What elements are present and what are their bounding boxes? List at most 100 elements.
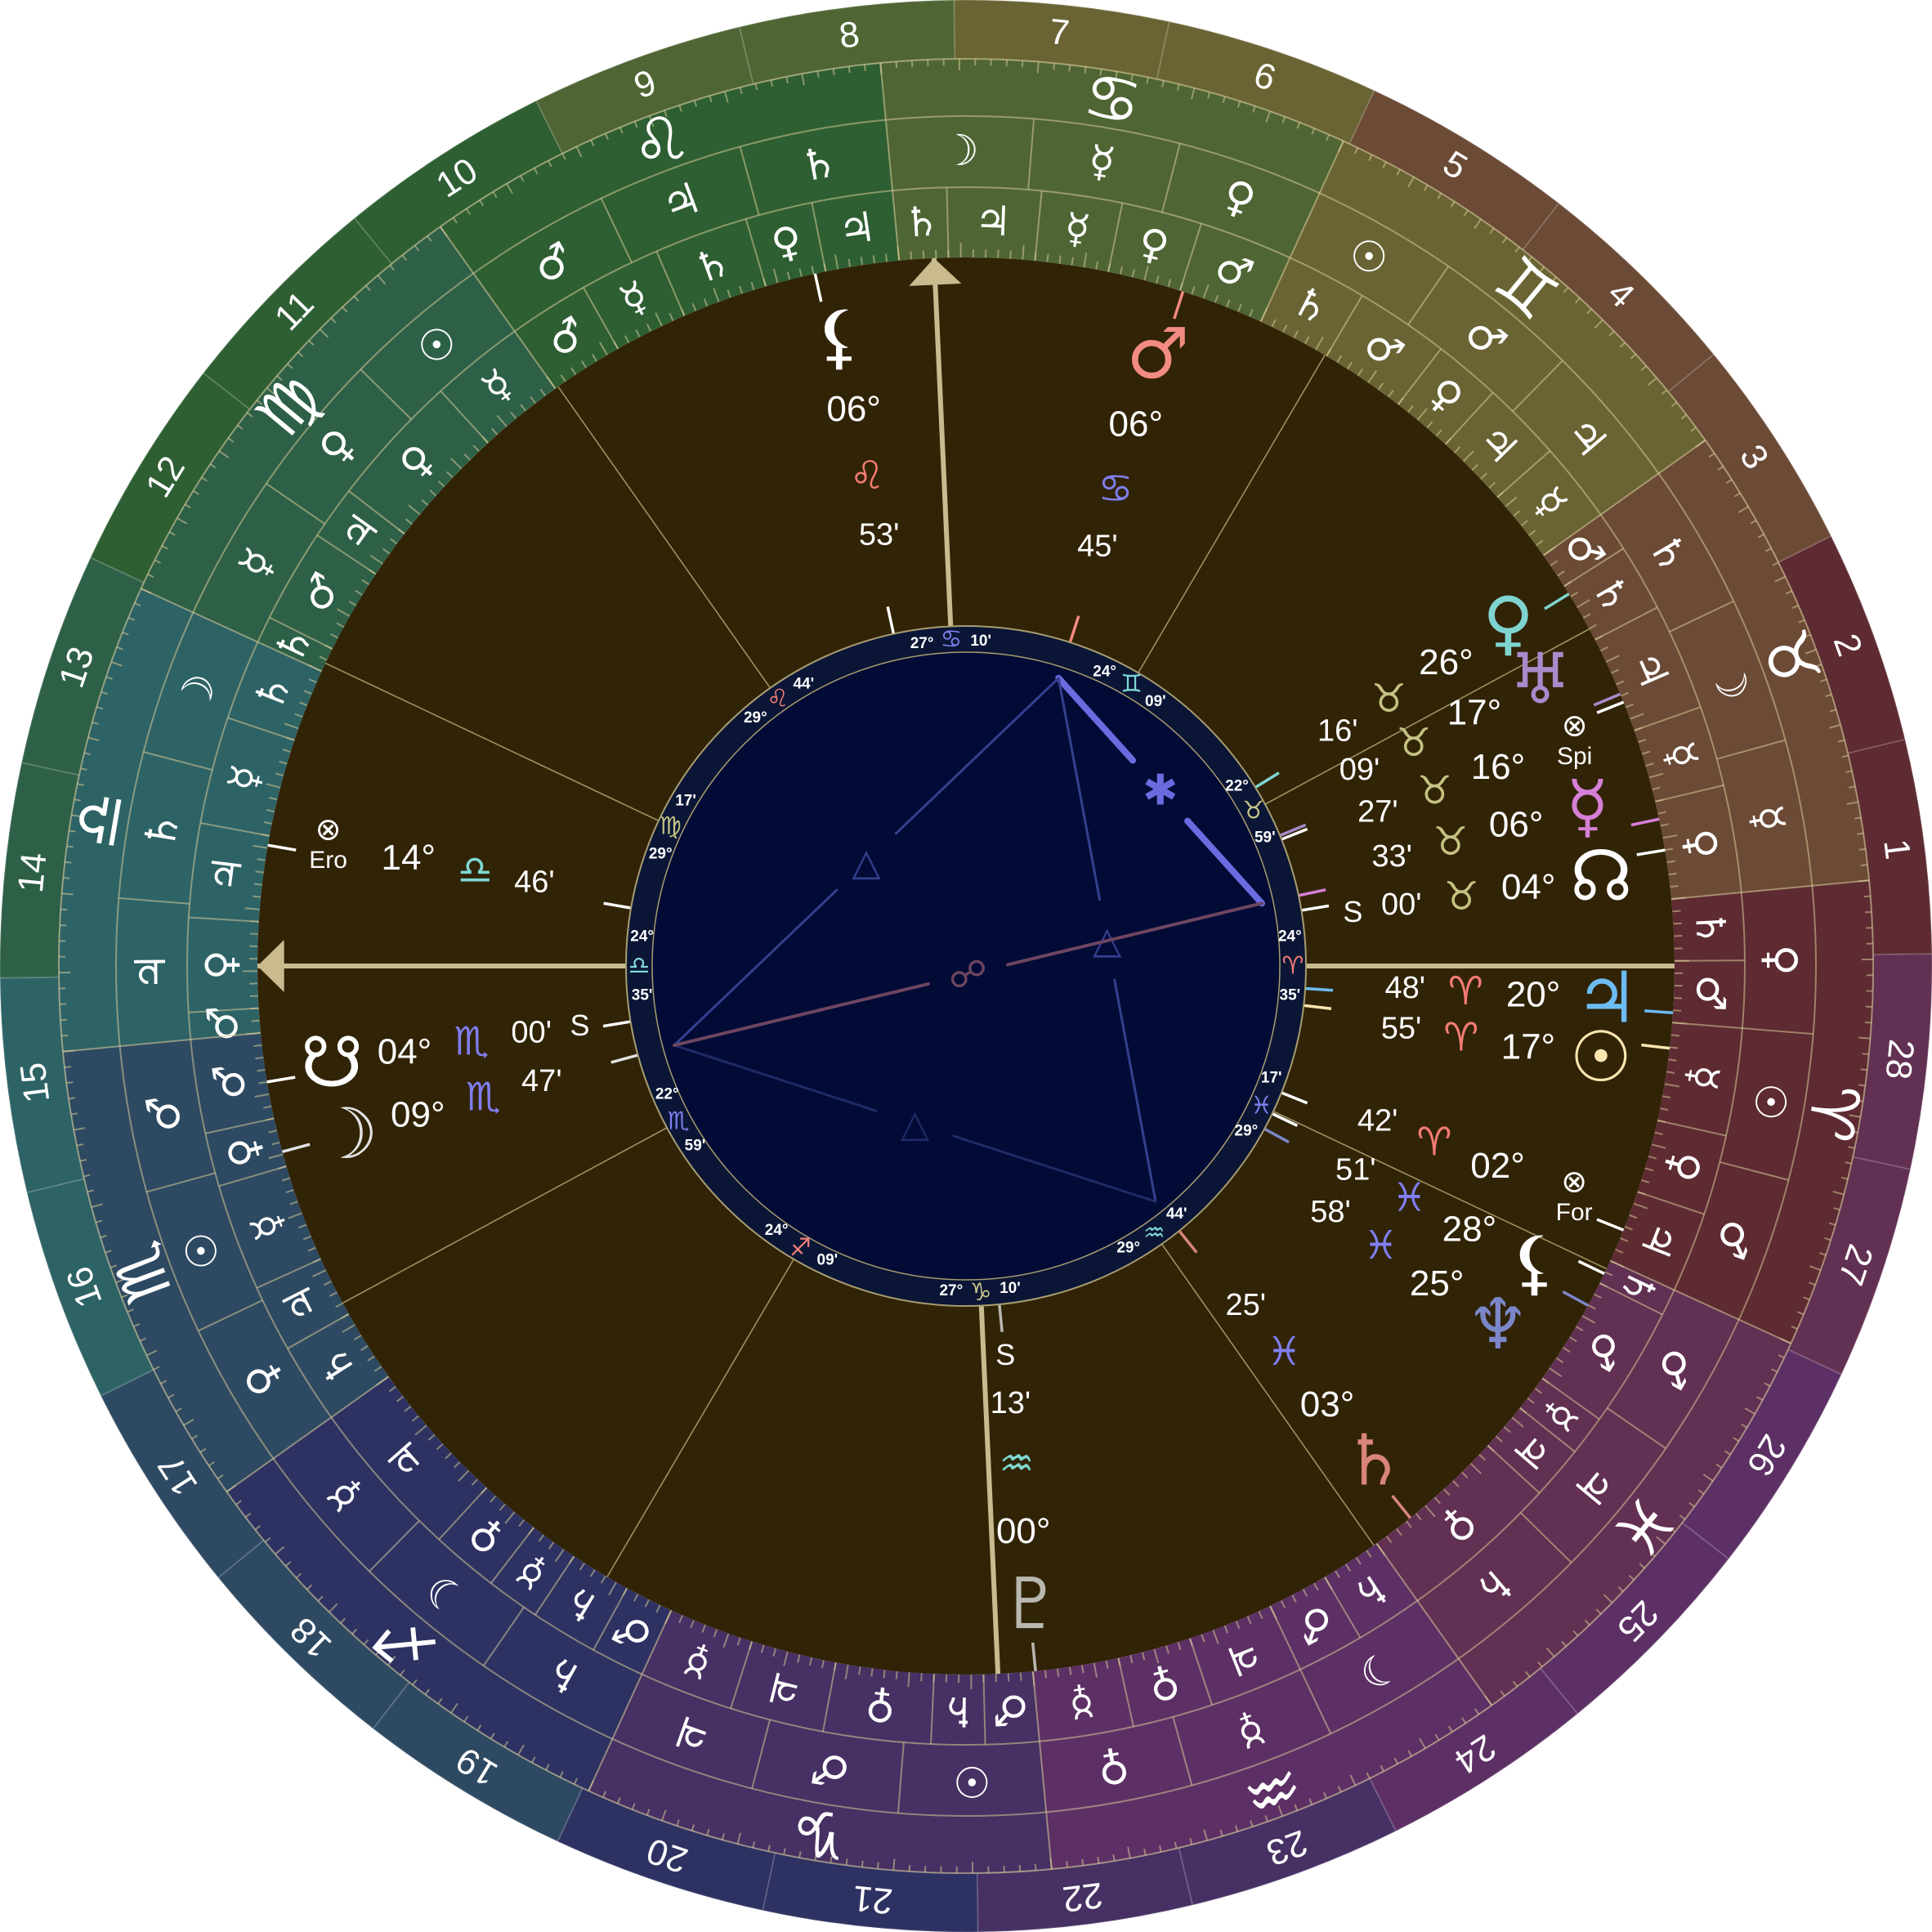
degree-tick (405, 518, 413, 525)
degree-tick (1353, 147, 1359, 154)
point-mercury: ☿︎06°♉︎33' (1298, 766, 1660, 897)
degree-tick (1453, 446, 1461, 454)
degree-tick (1488, 481, 1496, 489)
degree-tick (709, 95, 713, 103)
degree-tick (1368, 154, 1373, 161)
degree-tick (1304, 336, 1310, 345)
degree-tick (648, 115, 655, 127)
degree-tick (1512, 1680, 1518, 1688)
degree-tick (1480, 472, 1487, 480)
cusp-sign-pisces-icon: ♓︎ (1250, 1091, 1272, 1120)
sign-scorpio-icon: ♏︎ (454, 1019, 490, 1065)
degree-tick (424, 1688, 431, 1695)
degree-tick (237, 424, 244, 431)
degree-tick (319, 655, 328, 661)
degree-tick (363, 1639, 369, 1645)
degree-tick (1202, 284, 1210, 299)
aspect-line-trine (952, 1134, 1157, 1203)
trine-icon: △︎ (901, 1102, 930, 1146)
degree-tick (1750, 519, 1757, 525)
degree-tick (95, 1219, 103, 1223)
degree-tick (676, 1819, 680, 1827)
cusp-sign-aries-icon: ♈︎ (1282, 952, 1304, 981)
degree-tick (324, 1280, 332, 1286)
degree-tick (389, 264, 396, 271)
minute-label: 46' (514, 865, 555, 899)
stationary-flag: S (995, 1338, 1015, 1371)
opposition-icon: ☍︎ (949, 952, 987, 996)
cusp-minute-label: 59' (1254, 830, 1276, 847)
degree-label: 03° (1300, 1384, 1355, 1424)
degree-tick (1355, 1557, 1362, 1565)
degree-tick (1660, 1107, 1669, 1111)
degree-tick (1669, 1527, 1676, 1533)
degree-label: 14° (381, 838, 436, 878)
degree-tick (519, 175, 525, 182)
degree-tick (678, 1615, 684, 1624)
term-boundary (1655, 784, 1724, 803)
degree-tick (1112, 1854, 1116, 1862)
term-boundary (227, 717, 295, 741)
degree-tick (1589, 624, 1597, 630)
cusp-degree-label: 29° (1235, 1123, 1259, 1140)
decan-boundary (482, 1607, 525, 1666)
degree-tick (1461, 1471, 1469, 1479)
degree-tick (450, 1702, 458, 1714)
degree-tick (518, 1519, 525, 1527)
degree-tick (266, 808, 275, 813)
degree-tick (1058, 255, 1062, 264)
degree-tick (1450, 201, 1456, 208)
position-tick (1596, 700, 1625, 714)
degree-tick (463, 1715, 469, 1723)
degree-tick (1527, 256, 1533, 263)
degree-tick (517, 1744, 525, 1755)
point-lilith-2: ⚸︎ 28° ♓︎ 51' (1271, 1112, 1605, 1304)
degree-tick (1654, 1131, 1663, 1135)
point-spica: ⊗︎Spi 16° ♉︎ 27' (1281, 700, 1625, 841)
degree-tick (884, 253, 888, 262)
degree-tick (1593, 1293, 1602, 1299)
degree-tick (209, 463, 217, 469)
degree-tick (1463, 209, 1469, 217)
lilith-2-icon: ⚸︎ (1509, 1223, 1560, 1304)
term-boundary (1563, 548, 1625, 588)
sign-aries-icon: ♈︎ (1443, 1014, 1478, 1060)
ascendant-arrow-icon (257, 939, 284, 993)
degree-tick (1021, 60, 1024, 68)
degree-tick (703, 298, 709, 307)
degree-tick (1733, 1437, 1740, 1442)
degree-tick (635, 329, 641, 338)
term-venus-icon: ♀︎ (197, 950, 244, 980)
sign-leo-icon: ♌︎ (850, 453, 885, 499)
degree-tick (539, 388, 547, 396)
cusp-minute-label: 09' (1145, 693, 1166, 710)
degree-tick (1367, 369, 1378, 383)
degree-tick (139, 1337, 146, 1342)
degree-tick (1223, 1625, 1229, 1634)
degree-tick (1638, 738, 1647, 744)
degree-tick (1764, 548, 1772, 552)
degree-tick (1833, 1207, 1840, 1211)
degree-tick (87, 736, 100, 742)
point-label: Spi (1557, 743, 1592, 770)
degree-tick (870, 1668, 874, 1677)
point-north-node: ☊︎ 04° ♉︎ 00' S (1301, 836, 1666, 928)
term-boundary (1541, 1377, 1600, 1420)
degree-tick (1520, 520, 1528, 527)
degree-tick (573, 1778, 579, 1785)
degree-tick (235, 1500, 242, 1505)
sign-boundary (1542, 439, 1706, 557)
degree-tick (414, 244, 420, 252)
degree-tick (767, 1845, 771, 1852)
degree-tick (619, 127, 624, 134)
degree-tick (1648, 1155, 1657, 1160)
minute-label: 00' (1381, 888, 1422, 922)
degree-tick (1146, 77, 1149, 84)
term-boundary (982, 1674, 986, 1745)
degree-tick (504, 1511, 516, 1524)
point-lilith: ⚸︎ 06° ♌︎ 53' (813, 273, 899, 634)
degree-tick (1129, 1655, 1134, 1664)
degree-tick (256, 399, 263, 405)
degree-tick (404, 1405, 412, 1412)
degree-tick (1382, 161, 1387, 168)
